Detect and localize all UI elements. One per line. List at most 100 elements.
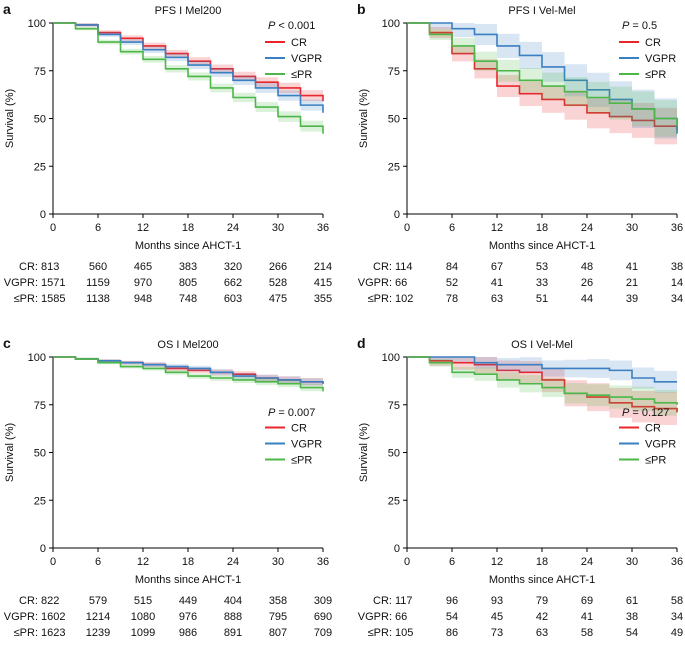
risk-row-label: CR:	[19, 261, 38, 273]
risk-count: 67	[491, 261, 503, 273]
legend-label: ≤PR	[291, 69, 312, 81]
risk-count: 560	[89, 261, 107, 273]
x-tick-label: 6	[95, 222, 101, 234]
risk-row-label: CR:	[373, 261, 392, 273]
risk-count: 1239	[86, 627, 110, 639]
risk-count: 309	[314, 595, 332, 607]
x-tick-label: 24	[581, 222, 593, 234]
y-tick-label: 25	[388, 495, 400, 507]
risk-count: 105	[395, 627, 413, 639]
x-tick-label: 12	[491, 222, 503, 234]
p-value: P < 0.001	[268, 20, 315, 32]
y-tick-label: 0	[40, 209, 46, 221]
survival-curve-cr	[407, 22, 678, 130]
p-value-text: < 0.001	[278, 20, 315, 32]
risk-count: 66	[395, 277, 407, 289]
x-tick-label: 0	[404, 556, 410, 568]
y-tick-label: 100	[28, 352, 46, 364]
legend-label: VGPR	[291, 53, 322, 65]
risk-count: 86	[446, 627, 458, 639]
risk-count: 748	[179, 293, 197, 305]
risk-count: 41	[626, 261, 638, 273]
risk-count: 690	[314, 611, 332, 623]
y-tick-label: 100	[382, 18, 400, 30]
risk-count: 21	[626, 277, 638, 289]
risk-row-label: VGPR:	[358, 277, 392, 289]
risk-count: 96	[446, 595, 458, 607]
risk-count: 61	[626, 595, 638, 607]
x-tick-label: 18	[536, 222, 548, 234]
risk-row-label: CR:	[19, 595, 38, 607]
legend-label: CR	[645, 37, 661, 49]
x-tick-label: 36	[317, 556, 329, 568]
risk-count: 579	[89, 595, 107, 607]
x-tick-label: 24	[227, 222, 239, 234]
ci-band-pr	[53, 23, 323, 140]
risk-count: 603	[224, 293, 242, 305]
risk-count: 1571	[41, 277, 65, 289]
x-tick-label: 12	[491, 556, 503, 568]
risk-count: 117	[395, 595, 413, 607]
risk-count: 58	[581, 627, 593, 639]
panel-title: OS I Mel200	[157, 339, 218, 351]
risk-count: 449	[179, 595, 197, 607]
risk-row-label: ≤PR:	[14, 627, 38, 639]
panel-c: c OS I Mel200 0 25 50 75 100 0 6 12 18 24 30 36 Months…	[3, 335, 332, 639]
x-tick-label: 30	[272, 222, 284, 234]
x-tick-label: 24	[227, 556, 239, 568]
risk-count: 528	[269, 277, 287, 289]
risk-row-label: VGPR:	[358, 611, 392, 623]
risk-count: 1585	[41, 293, 65, 305]
y-tick-label: 25	[34, 161, 46, 173]
p-value: P = 0.127	[622, 407, 669, 419]
risk-count: 709	[314, 627, 332, 639]
y-tick-label: 50	[388, 114, 400, 126]
risk-count: 84	[446, 261, 458, 273]
x-tick-label: 18	[182, 556, 194, 568]
risk-count: 415	[314, 277, 332, 289]
risk-count: 79	[536, 595, 548, 607]
risk-count: 795	[269, 611, 287, 623]
x-tick-label: 6	[95, 556, 101, 568]
panel-letter: a	[3, 1, 11, 17]
panel-title: OS I Vel-Mel	[511, 339, 573, 351]
risk-count: 888	[224, 611, 242, 623]
risk-count: 33	[536, 277, 548, 289]
risk-count: 358	[269, 595, 287, 607]
legend-label: CR	[645, 422, 661, 434]
panel-title: PFS I Vel-Mel	[508, 5, 575, 17]
y-tick-label: 25	[34, 495, 46, 507]
y-tick-label: 25	[388, 161, 400, 173]
panel-b: b PFS I Vel-Mel 0 25 50 75 100 0 6 12 18 24 30 36 Mont…	[357, 1, 683, 305]
y-tick-label: 100	[28, 18, 46, 30]
risk-count: 38	[671, 261, 683, 273]
risk-row-label: ≤PR:	[368, 627, 392, 639]
survival-curve-pr	[53, 356, 324, 392]
y-axis-label: Survival (%)	[4, 423, 16, 482]
survival-curve-vgpr	[407, 356, 677, 383]
risk-count: 53	[536, 261, 548, 273]
x-tick-label: 0	[50, 222, 56, 234]
risk-row-label: ≤PR:	[368, 293, 392, 305]
risk-count: 51	[536, 293, 548, 305]
risk-count: 26	[581, 277, 593, 289]
p-value: P = 0.5	[622, 20, 657, 32]
legend-label: CR	[291, 422, 307, 434]
y-tick-label: 0	[40, 543, 46, 555]
risk-count: 41	[581, 611, 593, 623]
p-label: P	[268, 20, 276, 32]
risk-count: 266	[269, 261, 287, 273]
x-tick-label: 12	[137, 556, 149, 568]
p-label: P	[622, 20, 630, 32]
risk-count: 948	[134, 293, 152, 305]
risk-count: 813	[41, 261, 59, 273]
legend-label: CR	[291, 37, 307, 49]
panel-letter: c	[3, 335, 11, 351]
risk-count: 1099	[131, 627, 155, 639]
panel-title: PFS I Mel200	[155, 5, 222, 17]
risk-count: 1138	[86, 293, 110, 305]
y-tick-label: 75	[388, 400, 400, 412]
risk-row-label: VGPR:	[4, 611, 38, 623]
y-tick-label: 100	[382, 352, 400, 364]
risk-count: 1080	[131, 611, 155, 623]
